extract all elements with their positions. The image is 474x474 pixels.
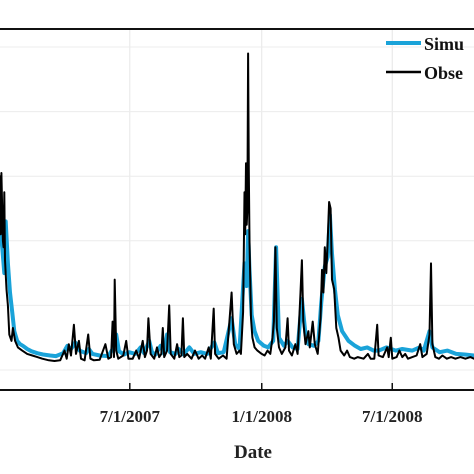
x-axis-ticks: 7/1/2007 1/1/2008 7/1/2008 [100,383,422,426]
x-tick-label-2: 7/1/2008 [362,407,422,426]
plot-background [0,29,474,390]
series-layer [0,52,474,362]
plot-frame [0,28,474,391]
legend-label-simu: Simu [424,34,464,54]
legend: Simu Obse [386,34,464,83]
series-line-obse [0,52,474,362]
x-tick-label-1: 1/1/2008 [232,407,292,426]
legend-label-obse: Obse [424,63,463,83]
x-tick-label-0: 7/1/2007 [100,407,161,426]
grid [0,29,474,390]
x-axis-title: Date [234,442,272,463]
